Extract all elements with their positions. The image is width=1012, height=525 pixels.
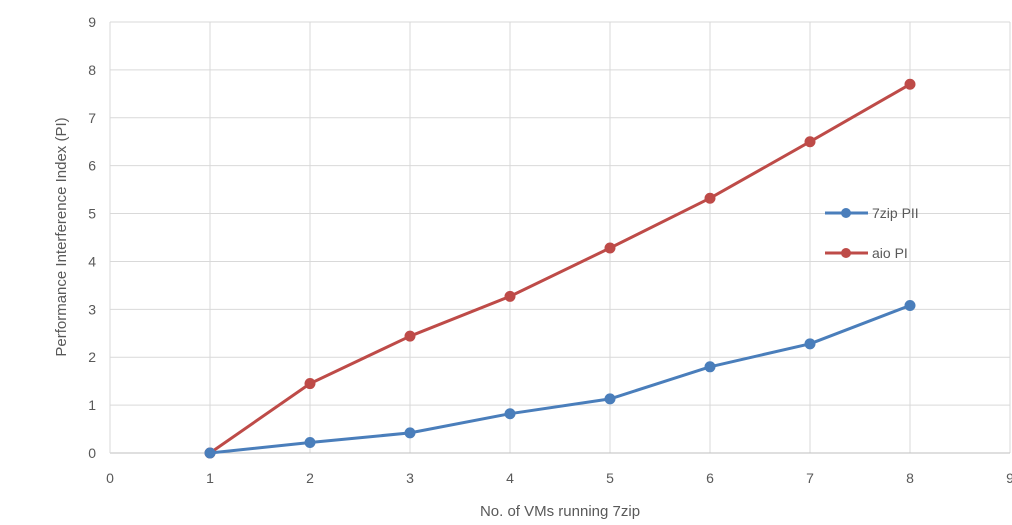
series-layer <box>204 78 916 459</box>
axes <box>109 22 1010 454</box>
data-point <box>504 290 516 302</box>
y-tick-label: 1 <box>88 397 96 413</box>
x-tick-label: 7 <box>806 470 814 486</box>
data-point <box>904 300 916 312</box>
legend-label: 7zip PII <box>872 205 919 221</box>
x-tick-label: 0 <box>106 470 114 486</box>
data-point <box>304 436 316 448</box>
y-tick-labels: 0 1 2 3 4 5 6 7 8 9 <box>88 14 96 461</box>
grid <box>110 21 1011 453</box>
y-tick-label: 2 <box>88 349 96 365</box>
x-tick-label: 5 <box>606 470 614 486</box>
legend-swatch-marker <box>841 208 851 218</box>
y-tick-label: 7 <box>88 110 96 126</box>
legend-label: aio PI <box>872 245 908 261</box>
x-axis-label: No. of VMs running 7zip <box>480 503 640 520</box>
x-tick-label: 4 <box>506 470 514 486</box>
data-point <box>404 330 416 342</box>
legend-item: 7zip PII <box>825 205 919 221</box>
legend: 7zip PII aio PI <box>825 205 919 261</box>
data-point <box>604 242 616 254</box>
data-point <box>604 393 616 405</box>
x-tick-labels: 0 1 2 3 4 5 6 7 8 9 <box>106 470 1012 486</box>
data-point <box>204 447 216 459</box>
legend-item: aio PI <box>825 245 908 261</box>
y-tick-label: 4 <box>88 253 96 269</box>
data-point <box>804 338 816 350</box>
data-point <box>304 378 316 390</box>
x-tick-label: 3 <box>406 470 414 486</box>
x-tick-label: 8 <box>906 470 914 486</box>
y-axis-label: Performance Interference Index (PI) <box>53 117 70 356</box>
y-tick-label: 6 <box>88 158 96 174</box>
x-tick-label: 1 <box>206 470 214 486</box>
x-tick-label: 2 <box>306 470 314 486</box>
series-0 <box>204 300 916 459</box>
series-line <box>208 82 912 455</box>
y-tick-label: 8 <box>88 62 96 78</box>
y-tick-label: 0 <box>88 445 96 461</box>
y-tick-label: 5 <box>88 206 96 222</box>
data-point <box>504 408 516 420</box>
data-point <box>404 427 416 439</box>
legend-swatch-marker <box>841 248 851 258</box>
data-point <box>904 78 916 90</box>
x-tick-label: 9 <box>1006 470 1012 486</box>
data-point <box>804 136 816 148</box>
series-1 <box>204 78 916 459</box>
data-point <box>704 192 716 204</box>
data-point <box>704 361 716 373</box>
x-tick-label: 6 <box>706 470 714 486</box>
series-line <box>208 304 912 455</box>
y-tick-label: 9 <box>88 14 96 30</box>
y-tick-label: 3 <box>88 301 96 317</box>
